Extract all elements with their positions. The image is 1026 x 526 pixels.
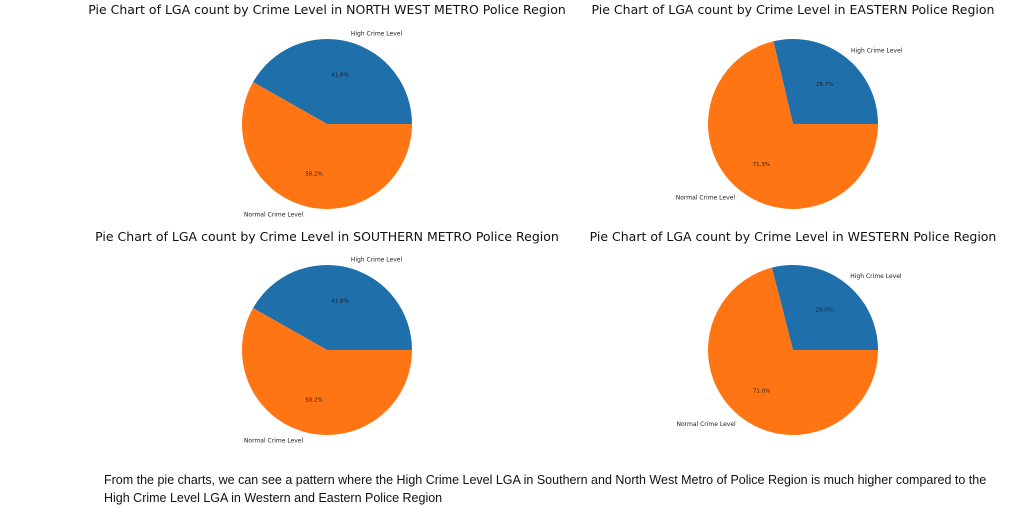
- slice-percent-label: 58.2%: [305, 171, 322, 177]
- slice-percent-label: 71.0%: [753, 388, 770, 394]
- slice-percent-label: 71.3%: [753, 162, 770, 168]
- slice-percent-label: 28.7%: [816, 82, 833, 88]
- slice-percent-label: 41.8%: [331, 73, 348, 79]
- slice-category-label: Normal Crime Level: [676, 194, 736, 201]
- slice-category-label: Normal Crime Level: [244, 211, 304, 218]
- pie-slice-normal-crime-level: [708, 267, 878, 435]
- slice-category-label: High Crime Level: [351, 257, 403, 264]
- pie-slice-normal-crime-level: [241, 82, 412, 209]
- pie-chart-southern-metro: Pie Chart of LGA count by Crime Level in…: [95, 229, 559, 444]
- pie-slice-high-crime-level: [253, 38, 412, 124]
- pie-slice-high-crime-level: [253, 264, 412, 350]
- slice-category-label: Normal Crime Level: [244, 437, 304, 444]
- pie-slice-high-crime-level: [771, 264, 878, 350]
- slice-category-label: High Crime Level: [351, 31, 403, 38]
- slice-percent-label: 58.2%: [305, 397, 322, 403]
- pie-chart-western: Pie Chart of LGA count by Crime Level in…: [590, 229, 997, 435]
- slice-percent-label: 41.8%: [331, 299, 348, 305]
- slice-percent-label: 29.0%: [816, 308, 833, 314]
- slice-category-label: Normal Crime Level: [676, 421, 736, 428]
- pie-chart-eastern: Pie Chart of LGA count by Crime Level in…: [592, 2, 995, 210]
- chart-title: Pie Chart of LGA count by Crime Level in…: [95, 229, 559, 244]
- pie-slice-normal-crime-level: [241, 308, 412, 435]
- pie-slice-high-crime-level: [773, 39, 878, 125]
- pie-chart-north-west-metro: Pie Chart of LGA count by Crime Level in…: [88, 2, 566, 218]
- chart-title: Pie Chart of LGA count by Crime Level in…: [590, 229, 997, 244]
- pie-slice-normal-crime-level: [707, 41, 878, 210]
- chart-title: Pie Chart of LGA count by Crime Level in…: [592, 2, 995, 17]
- conclusion-text: From the pie charts, we can see a patter…: [104, 473, 987, 505]
- slice-category-label: High Crime Level: [851, 48, 903, 55]
- slice-category-label: High Crime Level: [850, 273, 902, 280]
- chart-title: Pie Chart of LGA count by Crime Level in…: [88, 2, 566, 17]
